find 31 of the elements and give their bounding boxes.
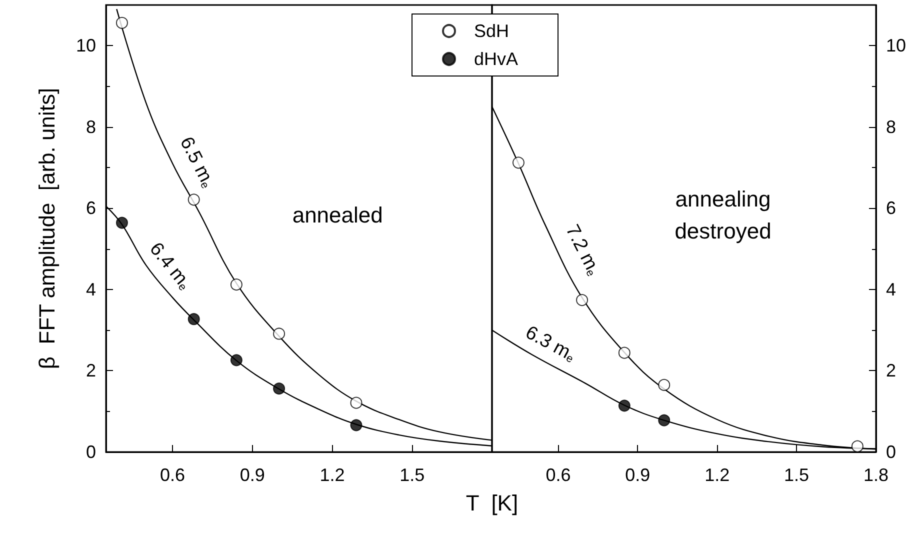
y-tick-label: 10 (76, 36, 96, 56)
y-tick-label: 10 (886, 36, 906, 56)
y-tick-label: 6 (886, 198, 896, 218)
y-tick-label: 4 (886, 279, 896, 300)
y-tick-label: 8 (86, 116, 96, 137)
x-tick-label: 1.2 (704, 465, 730, 485)
y-axis-title: β FFT amplitude [arb. units] (34, 88, 60, 370)
y-tick-label: 2 (886, 360, 896, 381)
x-tick-label: 1.5 (784, 465, 810, 485)
y-tick-label: 0 (86, 442, 96, 462)
x-tick-label: 0.6 (160, 465, 186, 485)
legend-label: SdH (474, 21, 510, 41)
x-tick-label: 1.2 (320, 465, 345, 485)
y-tick-label: 0 (886, 442, 896, 462)
x-tick-label: 1.5 (400, 465, 425, 485)
x-tick-label: 0.9 (625, 465, 650, 485)
x-tick-label: 0.6 (546, 465, 571, 485)
y-tick-label: 4 (86, 279, 96, 300)
x-axis-title: T [K] (466, 490, 518, 516)
legend-label: dHvA (474, 49, 518, 69)
y-tick-label: 8 (886, 116, 896, 137)
text: 6.5 me (175, 134, 216, 191)
text: 7.2 me (561, 221, 602, 279)
x-tick-label: 0.9 (240, 465, 265, 485)
y-tick-label: 6 (86, 198, 96, 218)
x-tick-label: 1.8 (863, 465, 888, 485)
text: 6.3 me (522, 322, 575, 366)
y-tick-label: 2 (86, 360, 96, 381)
annotation: annealing destroyed (674, 186, 772, 244)
annotation: annealed (292, 202, 383, 228)
text: 6.4 me (145, 238, 192, 294)
